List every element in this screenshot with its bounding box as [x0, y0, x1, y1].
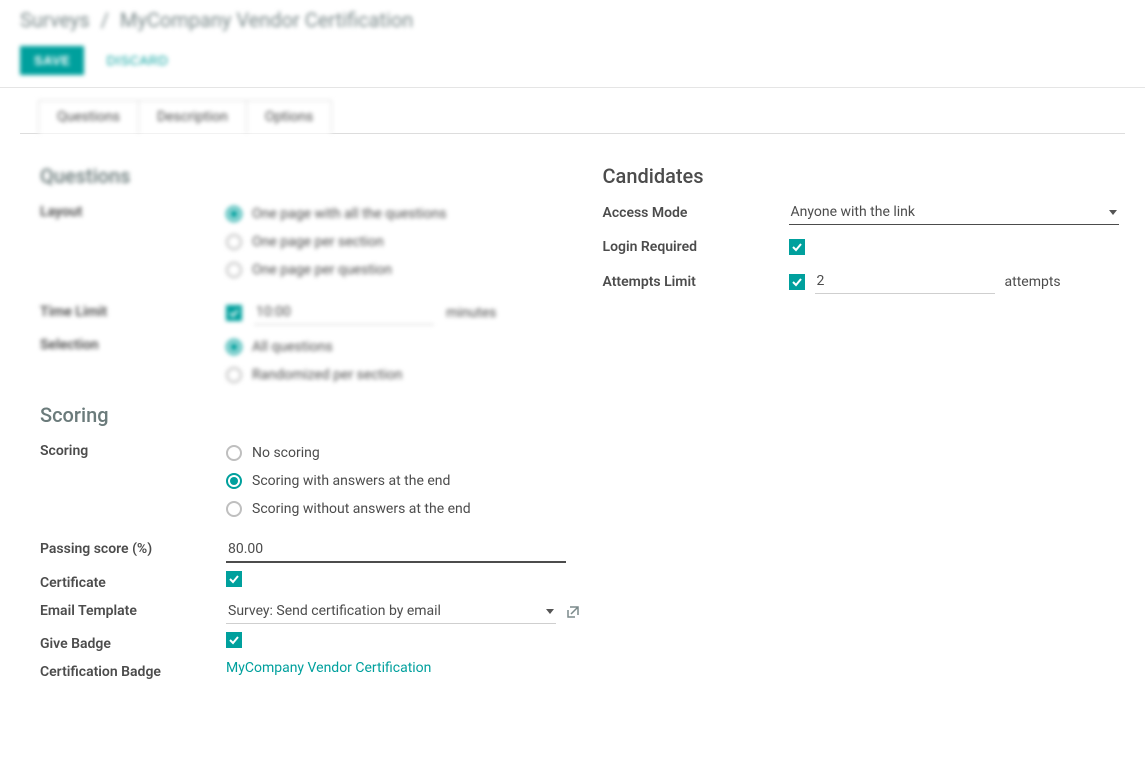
- selection-option-1[interactable]: Randomized per section: [226, 361, 543, 389]
- access-mode-label: Access Mode: [603, 205, 789, 221]
- radio-icon: [226, 339, 242, 355]
- chevron-down-icon: [546, 609, 554, 614]
- field-access-mode: Access Mode Anyone with the link: [603, 200, 1106, 225]
- scoring-option-2[interactable]: Scoring without answers at the end: [226, 495, 543, 523]
- email-template-value: Survey: Send certification by email: [228, 603, 441, 619]
- section-title-questions: Questions: [40, 164, 543, 188]
- field-give-badge: Give Badge: [40, 632, 543, 652]
- time-limit-input[interactable]: [254, 300, 434, 325]
- form-body: Questions Layout One page with all the q…: [20, 134, 1125, 688]
- radio-label: Scoring without answers at the end: [252, 501, 471, 517]
- right-column: Candidates Access Mode Anyone with the l…: [603, 150, 1106, 688]
- form-sheet: Questions Description Options Questions …: [0, 100, 1145, 728]
- field-certificate: Certificate: [40, 571, 543, 591]
- radio-label: Randomized per section: [252, 367, 402, 383]
- layout-option-2[interactable]: One page per question: [226, 256, 543, 284]
- radio-icon: [226, 445, 242, 461]
- selection-option-0[interactable]: All questions: [226, 333, 543, 361]
- radio-label: Scoring with answers at the end: [252, 473, 450, 489]
- scoring-option-0[interactable]: No scoring: [226, 439, 543, 467]
- login-required-checkbox[interactable]: [789, 239, 805, 255]
- field-time-limit: Time Limit minutes: [40, 300, 543, 325]
- selection-label: Selection: [40, 333, 226, 353]
- external-link-icon[interactable]: [566, 605, 580, 619]
- tab-description[interactable]: Description: [138, 100, 247, 134]
- certificate-label: Certificate: [40, 571, 226, 591]
- radio-label: All questions: [252, 339, 333, 355]
- action-buttons: SAVE DISCARD: [20, 46, 1125, 75]
- breadcrumb: Surveys / MyCompany Vendor Certification: [20, 8, 1125, 32]
- time-limit-unit: minutes: [446, 305, 496, 321]
- attempts-limit-label: Attempts Limit: [603, 274, 789, 290]
- attempts-limit-unit: attempts: [1005, 274, 1061, 290]
- field-email-template: Email Template Survey: Send certificatio…: [40, 599, 543, 624]
- field-passing-score: Passing score (%): [40, 537, 543, 563]
- field-certification-badge: Certification Badge MyCompany Vendor Cer…: [40, 660, 543, 680]
- layout-label: Layout: [40, 200, 226, 220]
- field-scoring: Scoring No scoring Scoring with answers …: [40, 439, 543, 523]
- section-title-scoring: Scoring: [40, 403, 543, 427]
- radio-label: One page with all the questions: [252, 206, 447, 222]
- questions-section: Questions Layout One page with all the q…: [40, 164, 543, 389]
- email-template-label: Email Template: [40, 599, 226, 619]
- access-mode-select[interactable]: Anyone with the link: [789, 200, 1119, 225]
- certificate-checkbox[interactable]: [226, 571, 242, 587]
- email-template-select[interactable]: Survey: Send certification by email: [226, 599, 556, 624]
- breadcrumb-current: MyCompany Vendor Certification: [120, 8, 413, 32]
- radio-icon: [226, 206, 242, 222]
- save-button[interactable]: SAVE: [20, 46, 84, 75]
- passing-score-label: Passing score (%): [40, 537, 226, 557]
- layout-option-0[interactable]: One page with all the questions: [226, 200, 543, 228]
- section-title-candidates: Candidates: [603, 164, 1106, 188]
- radio-icon: [226, 262, 242, 278]
- radio-label: One page per section: [252, 234, 384, 250]
- chevron-down-icon: [1109, 210, 1117, 215]
- certification-badge-link[interactable]: MyCompany Vendor Certification: [226, 660, 431, 676]
- tabs: Questions Description Options: [38, 100, 1125, 134]
- radio-label: One page per question: [252, 262, 392, 278]
- field-attempts-limit: Attempts Limit attempts: [603, 269, 1106, 294]
- scoring-option-1[interactable]: Scoring with answers at the end: [226, 467, 543, 495]
- passing-score-input[interactable]: [226, 537, 566, 563]
- breadcrumb-root[interactable]: Surveys: [20, 8, 90, 32]
- field-layout: Layout One page with all the questions O…: [40, 200, 543, 284]
- tab-options[interactable]: Options: [246, 100, 332, 134]
- radio-icon: [226, 367, 242, 383]
- field-login-required: Login Required: [603, 239, 1106, 255]
- scoring-label: Scoring: [40, 439, 226, 459]
- left-column: Questions Layout One page with all the q…: [40, 150, 543, 688]
- field-selection: Selection All questions Randomized per s…: [40, 333, 543, 389]
- time-limit-checkbox[interactable]: [226, 305, 242, 321]
- discard-button[interactable]: DISCARD: [100, 52, 174, 69]
- attempts-limit-checkbox[interactable]: [789, 274, 805, 290]
- login-required-label: Login Required: [603, 239, 789, 255]
- give-badge-label: Give Badge: [40, 632, 226, 652]
- tab-questions[interactable]: Questions: [38, 100, 139, 134]
- radio-icon: [226, 501, 242, 517]
- access-mode-value: Anyone with the link: [791, 204, 916, 220]
- breadcrumb-sep: /: [101, 8, 109, 32]
- attempts-limit-input[interactable]: [815, 269, 995, 294]
- certification-badge-label: Certification Badge: [40, 660, 226, 680]
- radio-label: No scoring: [252, 445, 320, 461]
- radio-icon: [226, 234, 242, 250]
- topbar: Surveys / MyCompany Vendor Certification…: [0, 0, 1145, 88]
- give-badge-checkbox[interactable]: [226, 632, 242, 648]
- layout-option-1[interactable]: One page per section: [226, 228, 543, 256]
- time-limit-label: Time Limit: [40, 300, 226, 320]
- radio-icon: [226, 473, 242, 489]
